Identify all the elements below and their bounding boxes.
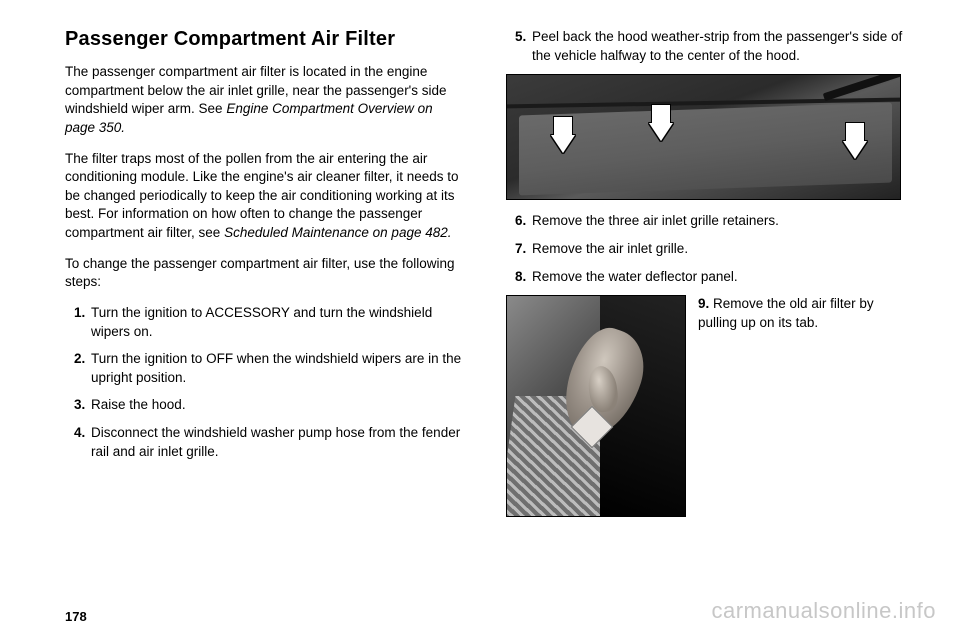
arrow-icon [551, 135, 575, 153]
intro-paragraph-2: The filter traps most of the pollen from… [65, 150, 464, 243]
steps-list-6-8: Remove the three air inlet grille retain… [506, 212, 905, 286]
step-6: Remove the three air inlet grille retain… [530, 212, 905, 231]
page-footer: 178 carmanualsonline.info [65, 598, 936, 624]
figure2-row: 9. Remove the old air filter by pulling … [506, 295, 905, 517]
step-5: Peel back the hood weather-strip from th… [530, 28, 905, 65]
step-9-text: Remove the old air filter by pulling up … [698, 296, 874, 330]
watermark-text: carmanualsonline.info [711, 598, 936, 624]
right-column: Peel back the hood weather-strip from th… [506, 28, 905, 517]
instruction-lead: To change the passenger compartment air … [65, 255, 464, 292]
step-3: Raise the hood. [89, 396, 464, 415]
step-7: Remove the air inlet grille. [530, 240, 905, 259]
step-9: 9. Remove the old air filter by pulling … [698, 295, 905, 332]
step-8: Remove the water deflector panel. [530, 268, 905, 287]
step-9-number: 9. [698, 296, 713, 311]
section-heading: Passenger Compartment Air Filter [65, 28, 464, 51]
arrow-icon [843, 141, 867, 159]
figure-filter-tab [506, 295, 686, 517]
left-column: Passenger Compartment Air Filter The pas… [65, 28, 464, 517]
p2-reference: Scheduled Maintenance on page 482. [224, 225, 451, 240]
steps-list-5: Peel back the hood weather-strip from th… [506, 28, 905, 65]
manual-page: Passenger Compartment Air Filter The pas… [0, 0, 960, 517]
step-4: Disconnect the windshield washer pump ho… [89, 424, 464, 461]
step-1: Turn the ignition to ACCESSORY and turn … [89, 304, 464, 341]
step-2: Turn the ignition to OFF when the windsh… [89, 350, 464, 387]
arrow-icon [649, 123, 673, 141]
figure-cowl-arrows [506, 74, 901, 200]
steps-list-1-4: Turn the ignition to ACCESSORY and turn … [65, 304, 464, 461]
intro-paragraph-1: The passenger compartment air filter is … [65, 63, 464, 138]
page-number: 178 [65, 609, 87, 624]
